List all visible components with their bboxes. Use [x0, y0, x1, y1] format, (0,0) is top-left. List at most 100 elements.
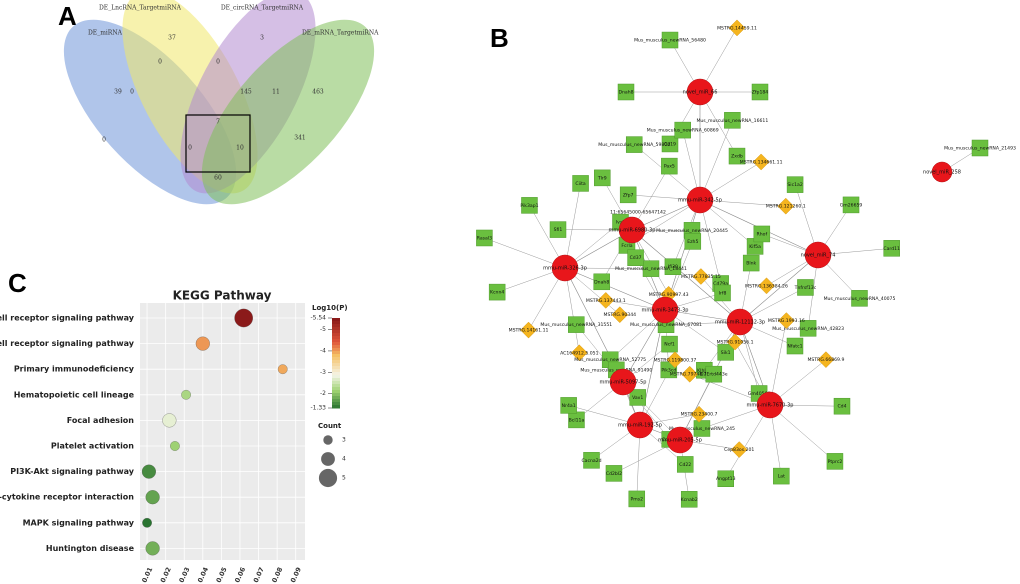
venn-count: 10 [236, 145, 244, 152]
mirna-node [626, 411, 654, 439]
lncrna-node [681, 365, 699, 383]
node-label: Fcrla [621, 243, 632, 249]
y-tick-label: T cell receptor signaling pathway [0, 339, 135, 348]
colorbar-step [332, 339, 340, 343]
bubble [162, 413, 177, 428]
mirna-node [651, 296, 679, 324]
gene-node [728, 147, 746, 165]
edge [699, 199, 721, 284]
lncrna-node [597, 292, 615, 309]
edge [739, 254, 819, 323]
colorbar-step [332, 363, 340, 367]
node-label: Mus_musculus_newRNA_40075 [824, 296, 896, 302]
node-label: Sfi1 [554, 227, 563, 233]
node-label: Mus_musculus_newRNA_18441 [615, 266, 687, 272]
y-tick-label: PI3K-Akt signaling pathway [10, 467, 135, 476]
node-label: MSTRG.14459.11 [717, 25, 757, 31]
node-label: Sik1 [721, 350, 731, 356]
node-label: Cd4 [837, 404, 846, 410]
gene-node [617, 83, 635, 101]
edge [564, 267, 666, 311]
gene-node [799, 320, 817, 337]
node-label: Kcnab2 [681, 497, 698, 503]
lncrna-node [690, 405, 708, 423]
colorbar-step [332, 360, 340, 364]
node-label: Mus_musculus_newRNA_31551 [540, 322, 612, 328]
gene-node [751, 83, 769, 101]
nodes: Zfp184 Zxdb Cd19 Dnah8 Mus_musculus_newRNA_5… [476, 19, 1016, 508]
colorbar-step [332, 324, 340, 328]
mirna-node [666, 426, 694, 454]
node-label: Dnah8 [618, 90, 633, 96]
panel-letter: A [58, 1, 77, 31]
node-label: Mus_musculus_newRNA_67081 [630, 322, 702, 328]
colorbar-step [332, 342, 340, 346]
node-label: MSTRG.137443.1 [586, 298, 626, 304]
node-label: MSTRG.119800.37 [654, 357, 697, 363]
node-label: Cd22 [679, 462, 691, 468]
colorbar-step [332, 396, 340, 400]
size-legend-key [318, 468, 338, 488]
lncrna-node [520, 321, 537, 339]
hub-label: mmu-miR-192-5p [618, 423, 662, 429]
node-label: Tlr9 [597, 175, 607, 181]
edge [769, 320, 787, 406]
node-label: Cacna2d [581, 458, 601, 464]
panel-letter: C [8, 268, 27, 298]
bubble-chart: 0.01 0.02 0.03 0.04 0.05 0.06 0.07 0.08 0.09 B ce… [0, 303, 348, 584]
venn-count: 11 [272, 89, 280, 96]
hub-label: mmu-miR-205-5p [658, 438, 702, 444]
node-label: Cd2bl2 [606, 471, 622, 477]
bubble [141, 464, 156, 479]
node-label: Pik3ap1 [520, 203, 538, 209]
gene-node [680, 491, 698, 508]
highlight-box [185, 114, 251, 173]
lncrna-node [570, 344, 588, 362]
node-label: Pms2 [630, 496, 643, 502]
gene-node [661, 157, 678, 175]
hub-label: mmu-miR-3473-3p [642, 308, 689, 314]
node-label: MSTRG.23400.7 [681, 412, 718, 418]
hub-label: mmu-miR-6980-3p [609, 228, 656, 234]
colorbar-step [332, 333, 340, 337]
node-label: Ifi30 [668, 264, 678, 270]
node-label: Pax5 [664, 164, 675, 170]
node-label: Mus_musculus_newRNA_245 [669, 426, 735, 432]
edge [699, 120, 733, 201]
venn-count: 7 [216, 119, 220, 126]
node-label: Rasal3 [477, 235, 492, 241]
x-tick-label: 0.03 [177, 566, 191, 584]
gene-node [568, 316, 585, 333]
colorbar-step [332, 381, 340, 385]
node-label: MSTRG.121260.1 [766, 204, 806, 210]
edge [564, 183, 581, 269]
colorbar-step [332, 399, 340, 403]
mirna-node [804, 241, 832, 269]
colorbar-step [332, 318, 340, 322]
colorbar-step [332, 321, 340, 325]
mirna-node [618, 216, 646, 244]
y-tick-label: Cytokine-cytokine receptor interaction [0, 493, 134, 502]
gene-node [629, 389, 646, 406]
venn-count: 37 [168, 35, 176, 42]
lncrna-node [728, 19, 746, 37]
y-tick-label: MAPK signaling pathway [23, 518, 135, 527]
venn: DE_miRNA DE_LncRNA_TargetmiRNA DE_circRNA_… [63, 0, 379, 205]
gene-node [842, 196, 860, 214]
colorbar-step [332, 375, 340, 379]
gene-node [594, 169, 611, 187]
venn-count: 0 [102, 137, 106, 144]
venn-count: 463 [312, 89, 324, 96]
size-legend-label: 4 [342, 456, 346, 463]
lncrna-node [777, 197, 795, 215]
plot-background [140, 303, 305, 560]
venn-count: 0 [130, 89, 134, 96]
size-legend-title: Count [318, 422, 342, 430]
node-label: Vav1 [632, 395, 643, 401]
node-label: MSTRG.134661.11 [740, 159, 783, 165]
gene-node [661, 335, 678, 353]
gene-node [883, 240, 900, 257]
node-label: Kcnn4 [490, 290, 504, 296]
venn-count: 0 [216, 59, 220, 66]
node-label: Card11 [883, 246, 900, 252]
